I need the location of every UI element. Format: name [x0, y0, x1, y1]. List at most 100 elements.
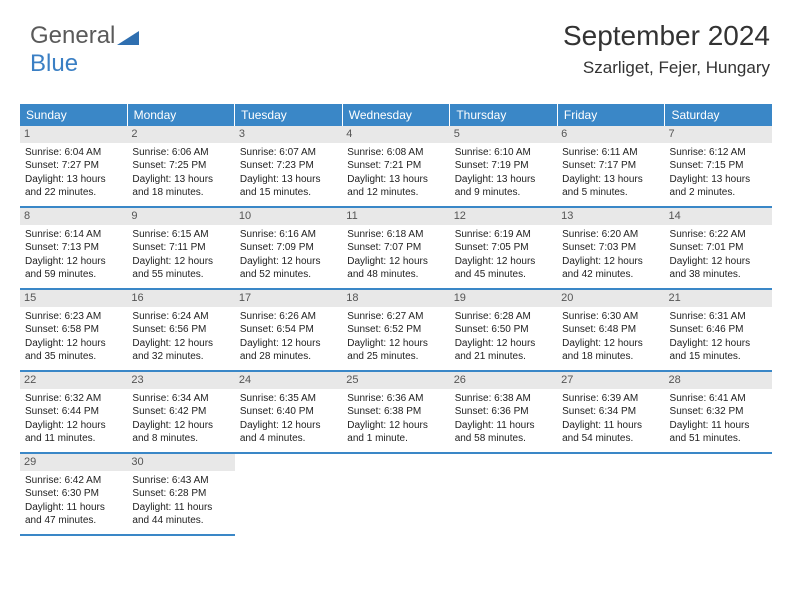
sunset-line: Sunset: 7:13 PM [25, 241, 122, 255]
date-number: 7 [665, 126, 772, 143]
day-cell [342, 454, 449, 536]
sunset-line: Sunset: 7:27 PM [25, 159, 122, 173]
daylight-line: Daylight: 12 hours and 25 minutes. [347, 337, 444, 364]
day-cell: 24Sunrise: 6:35 AMSunset: 6:40 PMDayligh… [235, 372, 342, 452]
day-cell: 5Sunrise: 6:10 AMSunset: 7:19 PMDaylight… [450, 126, 557, 206]
sunrise-line: Sunrise: 6:12 AM [670, 146, 767, 160]
sunset-line: Sunset: 7:01 PM [670, 241, 767, 255]
daylight-line: Daylight: 13 hours and 5 minutes. [562, 173, 659, 200]
daylight-line: Daylight: 12 hours and 59 minutes. [25, 255, 122, 282]
day-cell: 10Sunrise: 6:16 AMSunset: 7:09 PMDayligh… [235, 208, 342, 288]
sunset-line: Sunset: 6:28 PM [132, 487, 229, 501]
date-number: 17 [235, 290, 342, 307]
date-number: 24 [235, 372, 342, 389]
week-row: 29Sunrise: 6:42 AMSunset: 6:30 PMDayligh… [20, 454, 772, 536]
dow-header: Sunday [20, 104, 128, 126]
daylight-line: Daylight: 11 hours and 58 minutes. [455, 419, 552, 446]
week-row: 1Sunrise: 6:04 AMSunset: 7:27 PMDaylight… [20, 126, 772, 208]
sunset-line: Sunset: 6:48 PM [562, 323, 659, 337]
day-cell [665, 454, 772, 536]
date-number: 25 [342, 372, 449, 389]
daylight-line: Daylight: 12 hours and 8 minutes. [132, 419, 229, 446]
calendar: SundayMondayTuesdayWednesdayThursdayFrid… [20, 104, 772, 536]
sunrise-line: Sunrise: 6:36 AM [347, 392, 444, 406]
sunrise-line: Sunrise: 6:08 AM [347, 146, 444, 160]
sunrise-line: Sunrise: 6:26 AM [240, 310, 337, 324]
sunrise-line: Sunrise: 6:39 AM [562, 392, 659, 406]
day-cell: 3Sunrise: 6:07 AMSunset: 7:23 PMDaylight… [235, 126, 342, 206]
daylight-line: Daylight: 11 hours and 44 minutes. [132, 501, 229, 528]
date-number: 23 [127, 372, 234, 389]
dow-header: Monday [128, 104, 236, 126]
daylight-line: Daylight: 12 hours and 52 minutes. [240, 255, 337, 282]
day-cell: 1Sunrise: 6:04 AMSunset: 7:27 PMDaylight… [20, 126, 127, 206]
day-cell: 11Sunrise: 6:18 AMSunset: 7:07 PMDayligh… [342, 208, 449, 288]
sunset-line: Sunset: 7:17 PM [562, 159, 659, 173]
sunset-line: Sunset: 6:40 PM [240, 405, 337, 419]
day-cell [450, 454, 557, 536]
date-number: 18 [342, 290, 449, 307]
day-cell: 22Sunrise: 6:32 AMSunset: 6:44 PMDayligh… [20, 372, 127, 452]
sunset-line: Sunset: 6:42 PM [132, 405, 229, 419]
date-number: 2 [127, 126, 234, 143]
sunrise-line: Sunrise: 6:43 AM [132, 474, 229, 488]
day-cell: 2Sunrise: 6:06 AMSunset: 7:25 PMDaylight… [127, 126, 234, 206]
daylight-line: Daylight: 13 hours and 15 minutes. [240, 173, 337, 200]
sunset-line: Sunset: 6:58 PM [25, 323, 122, 337]
date-number: 13 [557, 208, 664, 225]
date-number: 5 [450, 126, 557, 143]
day-cell: 30 Sunrise: 6:43 AMSunset: 6:28 PMDayligh… [127, 454, 234, 536]
sunset-line: Sunset: 7:09 PM [240, 241, 337, 255]
sunset-line: Sunset: 6:36 PM [455, 405, 552, 419]
daylight-line: Daylight: 12 hours and 35 minutes. [25, 337, 122, 364]
date-number: 12 [450, 208, 557, 225]
date-number: 27 [557, 372, 664, 389]
daylight-line: Daylight: 13 hours and 2 minutes. [670, 173, 767, 200]
day-cell: 26Sunrise: 6:38 AMSunset: 6:36 PMDayligh… [450, 372, 557, 452]
sunset-line: Sunset: 6:56 PM [132, 323, 229, 337]
daylight-line: Daylight: 12 hours and 18 minutes. [562, 337, 659, 364]
daylight-line: Daylight: 12 hours and 11 minutes. [25, 419, 122, 446]
day-cell: 15Sunrise: 6:23 AMSunset: 6:58 PMDayligh… [20, 290, 127, 370]
sunrise-line: Sunrise: 6:07 AM [240, 146, 337, 160]
sunset-line: Sunset: 7:21 PM [347, 159, 444, 173]
sunset-line: Sunset: 6:38 PM [347, 405, 444, 419]
day-cell: 19Sunrise: 6:28 AMSunset: 6:50 PMDayligh… [450, 290, 557, 370]
date-number: 9 [127, 208, 234, 225]
date-number: 10 [235, 208, 342, 225]
logo-triangle-icon [117, 29, 139, 45]
day-cell: 25Sunrise: 6:36 AMSunset: 6:38 PMDayligh… [342, 372, 449, 452]
dow-header: Friday [558, 104, 666, 126]
sunset-line: Sunset: 7:23 PM [240, 159, 337, 173]
daylight-line: Daylight: 12 hours and 15 minutes. [670, 337, 767, 364]
date-number: 30 [127, 454, 234, 471]
dow-header: Tuesday [235, 104, 343, 126]
daylight-line: Daylight: 12 hours and 55 minutes. [132, 255, 229, 282]
sunrise-line: Sunrise: 6:27 AM [347, 310, 444, 324]
daylight-line: Daylight: 12 hours and 4 minutes. [240, 419, 337, 446]
day-cell: 21Sunrise: 6:31 AMSunset: 6:46 PMDayligh… [665, 290, 772, 370]
week-row: 15Sunrise: 6:23 AMSunset: 6:58 PMDayligh… [20, 290, 772, 372]
header: September 2024 Szarliget, Fejer, Hungary [563, 20, 770, 78]
day-cell: 20Sunrise: 6:30 AMSunset: 6:48 PMDayligh… [557, 290, 664, 370]
day-cell: 12Sunrise: 6:19 AMSunset: 7:05 PMDayligh… [450, 208, 557, 288]
dow-header: Thursday [450, 104, 558, 126]
sunset-line: Sunset: 7:05 PM [455, 241, 552, 255]
daylight-line: Daylight: 11 hours and 54 minutes. [562, 419, 659, 446]
week-row: 22Sunrise: 6:32 AMSunset: 6:44 PMDayligh… [20, 372, 772, 454]
sunrise-line: Sunrise: 6:28 AM [455, 310, 552, 324]
date-number: 1 [20, 126, 127, 143]
day-cell: 7Sunrise: 6:12 AMSunset: 7:15 PMDaylight… [665, 126, 772, 206]
day-cell [235, 454, 342, 536]
sunrise-line: Sunrise: 6:31 AM [670, 310, 767, 324]
dow-header: Wednesday [343, 104, 451, 126]
date-number: 8 [20, 208, 127, 225]
day-cell: 8Sunrise: 6:14 AMSunset: 7:13 PMDaylight… [20, 208, 127, 288]
date-number: 6 [557, 126, 664, 143]
sunrise-line: Sunrise: 6:23 AM [25, 310, 122, 324]
sunrise-line: Sunrise: 6:15 AM [132, 228, 229, 242]
date-number: 26 [450, 372, 557, 389]
daylight-line: Daylight: 12 hours and 48 minutes. [347, 255, 444, 282]
dow-header: Saturday [665, 104, 772, 126]
sunset-line: Sunset: 6:46 PM [670, 323, 767, 337]
